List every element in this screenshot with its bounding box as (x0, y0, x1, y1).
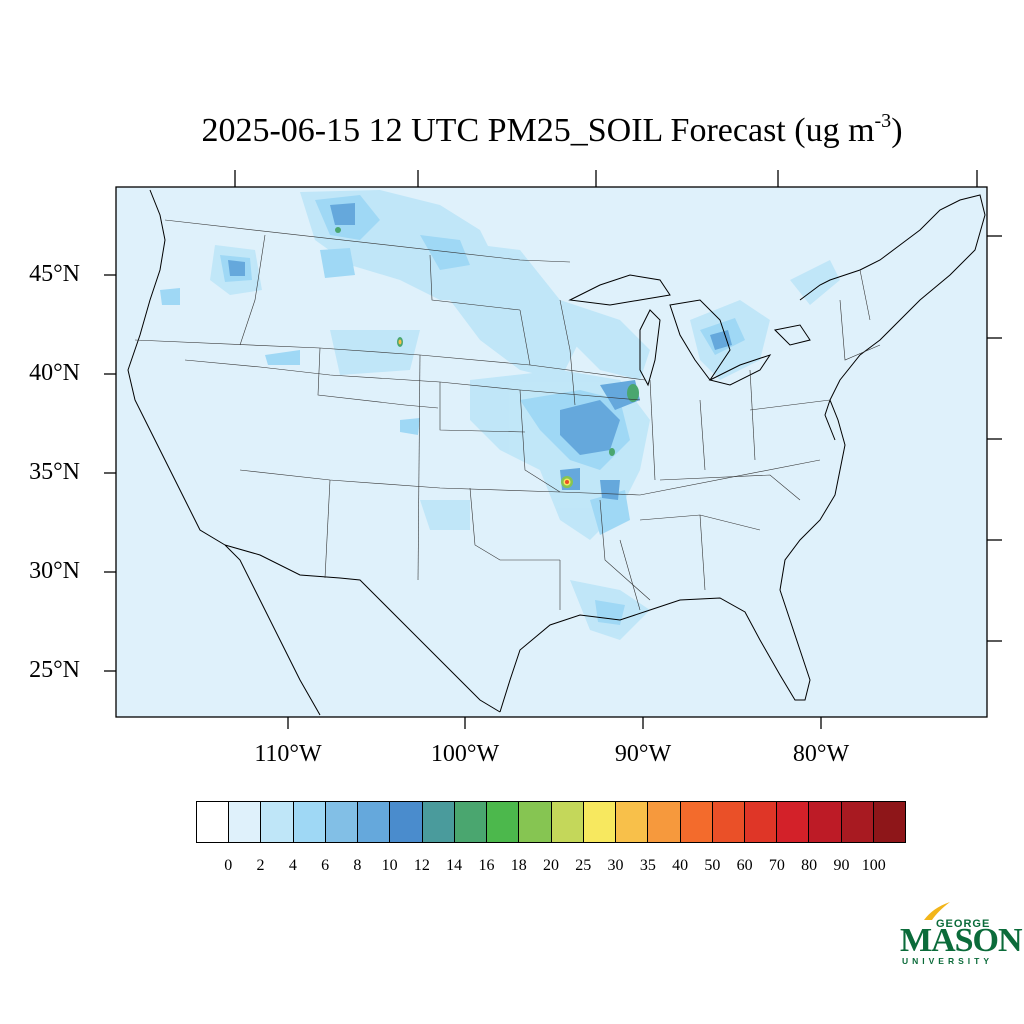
colorbar-box (809, 802, 842, 842)
logo-line-george: GEORGE (936, 918, 991, 930)
colorbar-box (616, 802, 649, 842)
colorbar-box (390, 802, 423, 842)
colorbar-label: 25 (575, 857, 592, 874)
title-close: ) (891, 112, 903, 149)
colorbar-box (680, 802, 713, 842)
colorbar-label: 6 (321, 857, 330, 874)
gmu-logo: GEORGE MASON UNIVERSITY (896, 898, 1023, 968)
colorbar-label: 70 (768, 857, 785, 874)
state-borders (134, 219, 881, 611)
lon-label-90: 90°W (614, 741, 672, 767)
colorbar (196, 801, 906, 843)
tick-marks (104, 170, 1002, 729)
colorbar-box (583, 802, 617, 842)
colorbar-box (487, 802, 520, 842)
logo-line-mason: MASON (900, 922, 1023, 959)
map-frame (115, 186, 988, 718)
colorbar-box (873, 802, 906, 842)
colorbar-label: 4 (288, 857, 297, 874)
colorbar-label: 100 (861, 857, 886, 874)
colorbar-label: 16 (478, 857, 495, 874)
colorbar-box (744, 802, 778, 842)
colorbar-label: 30 (607, 857, 624, 874)
logo-line-university: UNIVERSITY (902, 956, 994, 966)
colorbar-label: 35 (639, 857, 656, 874)
colorbar-box (261, 802, 294, 842)
lon-label-110: 110°W (254, 741, 322, 767)
colorbar-box (648, 802, 681, 842)
colorbar-label: 50 (704, 857, 721, 874)
colorbar-label: 10 (381, 857, 398, 874)
colorbar-box (325, 802, 359, 842)
colorbar-box (358, 802, 391, 842)
colorbar-box (454, 802, 488, 842)
lat-label-30: 30°N (29, 558, 80, 584)
colorbar-box (519, 802, 552, 842)
colorbar-box (422, 802, 455, 842)
colorbar-label: 18 (510, 857, 527, 874)
lat-label-45: 45°N (29, 261, 80, 287)
colorbar-label: 80 (801, 857, 818, 874)
lat-label-25: 25°N (29, 657, 80, 683)
concentration-field (160, 190, 840, 640)
lat-label-35: 35°N (29, 459, 80, 485)
colorbar-box (712, 802, 745, 842)
colorbar-label: 20 (543, 857, 559, 874)
chart-title: 2025-06-15 12 UTC PM25_SOIL Forecast (ug… (0, 110, 1024, 150)
colorbar-box (777, 802, 810, 842)
colorbar-label: 90 (833, 857, 850, 874)
title-superscript: -3 (874, 110, 892, 132)
colorbar-box (229, 802, 262, 842)
lat-label-40: 40°N (29, 360, 80, 386)
colorbar-label: 0 (224, 857, 233, 874)
colorbar-box (841, 802, 874, 842)
colorbar-label: 40 (672, 857, 689, 874)
title-text: 2025-06-15 12 UTC PM25_SOIL Forecast (ug… (201, 112, 875, 149)
colorbar-label: 60 (736, 857, 753, 874)
lon-label-100: 100°W (430, 741, 500, 767)
colorbar-box (551, 802, 584, 842)
colorbar-label: 14 (446, 857, 463, 874)
lon-label-80: 80°W (792, 741, 850, 767)
coastline (127, 189, 986, 716)
colorbar-box (197, 802, 230, 842)
flame-icon (924, 902, 950, 920)
colorbar-label: 2 (256, 857, 265, 874)
great-lakes (568, 274, 811, 387)
colorbar-label: 12 (413, 857, 430, 874)
colorbar-label: 8 (353, 857, 362, 874)
colorbar-box (293, 802, 326, 842)
